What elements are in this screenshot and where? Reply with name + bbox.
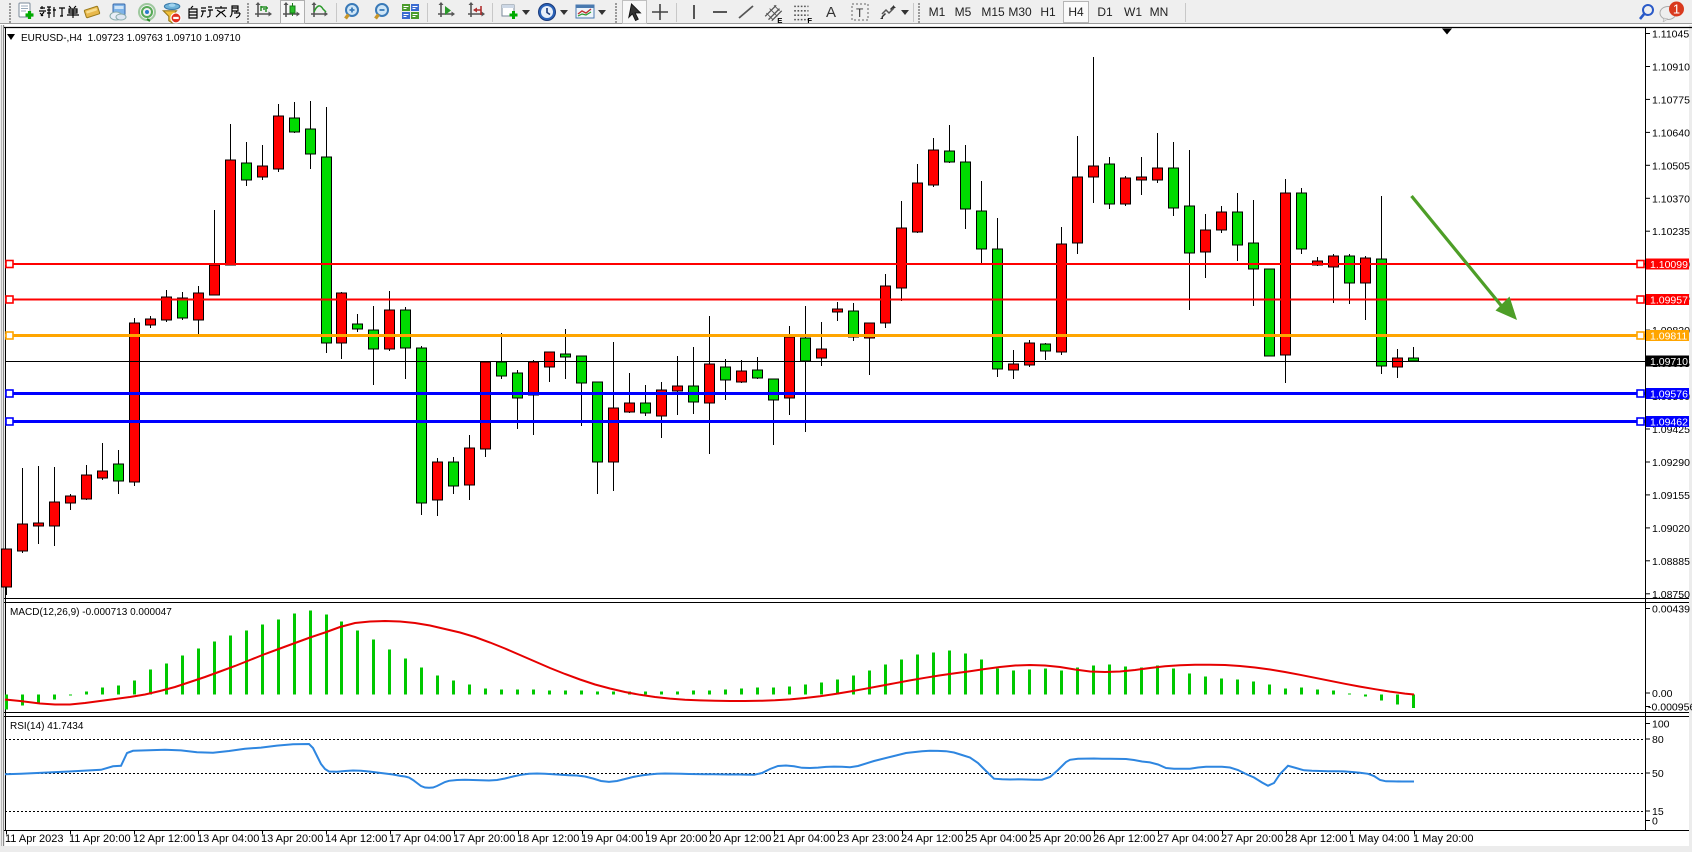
svg-text:1.10775: 1.10775 [1652,94,1690,106]
svg-text:RSI(14) 41.7434: RSI(14) 41.7434 [10,721,84,732]
svg-text:11 Apr 20:00: 11 Apr 20:00 [69,833,131,845]
svg-text:1.09155: 1.09155 [1652,490,1690,502]
svg-text:14 Apr 12:00: 14 Apr 12:00 [325,833,387,845]
svg-text:26 Apr 12:00: 26 Apr 12:00 [1093,833,1155,845]
svg-text:1.09811: 1.09811 [1650,331,1687,343]
svg-text:1.08885: 1.08885 [1652,556,1690,568]
svg-text:18 Apr 12:00: 18 Apr 12:00 [517,833,579,845]
svg-text:1.11045: 1.11045 [1652,29,1689,41]
svg-text:100: 100 [1652,719,1670,731]
svg-text:1 May 20:00: 1 May 20:00 [1413,833,1474,845]
svg-text:1 May 04:00: 1 May 04:00 [1349,833,1410,845]
svg-text:13 Apr 04:00: 13 Apr 04:00 [197,833,259,845]
svg-text:25 Apr 20:00: 25 Apr 20:00 [1029,833,1091,845]
svg-text:-0.000956: -0.000956 [1648,702,1692,714]
svg-text:27 Apr 20:00: 27 Apr 20:00 [1221,833,1283,845]
svg-text:1.09710: 1.09710 [1650,356,1688,368]
svg-text:23 Apr 23:00: 23 Apr 23:00 [837,833,899,845]
svg-text:50: 50 [1652,768,1664,780]
svg-text:12 Apr 12:00: 12 Apr 12:00 [133,833,195,845]
svg-text:25 Apr 04:00: 25 Apr 04:00 [965,833,1027,845]
svg-text:1.09290: 1.09290 [1652,457,1690,469]
svg-text:1.09020: 1.09020 [1652,523,1690,535]
svg-text:1: 1 [1673,2,1680,17]
svg-text:1.10505: 1.10505 [1652,160,1690,172]
svg-text:1.10370: 1.10370 [1652,193,1690,205]
svg-text:1.09462: 1.09462 [1650,417,1688,429]
svg-text:F: F [807,16,812,24]
svg-text:17 Apr 04:00: 17 Apr 04:00 [389,833,451,845]
svg-text:1.10910: 1.10910 [1652,62,1690,74]
svg-text:1.10640: 1.10640 [1652,127,1690,139]
svg-text:15: 15 [1652,806,1664,818]
svg-text:21 Apr 04:00: 21 Apr 04:00 [773,833,835,845]
svg-text:E: E [777,16,782,24]
svg-text:28 Apr 12:00: 28 Apr 12:00 [1285,833,1347,845]
svg-text:19 Apr 04:00: 19 Apr 04:00 [581,833,643,845]
svg-text:1.09576: 1.09576 [1650,389,1688,401]
svg-text:1.09957: 1.09957 [1650,295,1688,307]
svg-text:0.00: 0.00 [1652,688,1673,700]
svg-text:11 Apr 2023: 11 Apr 2023 [5,833,64,845]
svg-text:19 Apr 20:00: 19 Apr 20:00 [645,833,707,845]
svg-text:27 Apr 04:00: 27 Apr 04:00 [1157,833,1219,845]
svg-text:13 Apr 20:00: 13 Apr 20:00 [261,833,323,845]
svg-text:20 Apr 12:00: 20 Apr 12:00 [709,833,771,845]
svg-text:17 Apr 20:00: 17 Apr 20:00 [453,833,515,845]
svg-text:T: T [856,6,864,20]
svg-text:0: 0 [1652,816,1658,828]
svg-text:24 Apr 12:00: 24 Apr 12:00 [901,833,963,845]
svg-text:0.00439: 0.00439 [1652,604,1690,616]
svg-text:1.10099: 1.10099 [1650,259,1688,271]
svg-text:MACD(12,26,9) -0.000713 0.0000: MACD(12,26,9) -0.000713 0.000047 [10,607,172,618]
svg-text:80: 80 [1652,734,1664,746]
svg-text:EURUSD-,H4 1.09723 1.09763 1.: EURUSD-,H4 1.09723 1.09763 1.09710 1.097… [21,33,241,44]
svg-text:1.08750: 1.08750 [1652,589,1690,601]
svg-text:1.10235: 1.10235 [1652,226,1690,238]
